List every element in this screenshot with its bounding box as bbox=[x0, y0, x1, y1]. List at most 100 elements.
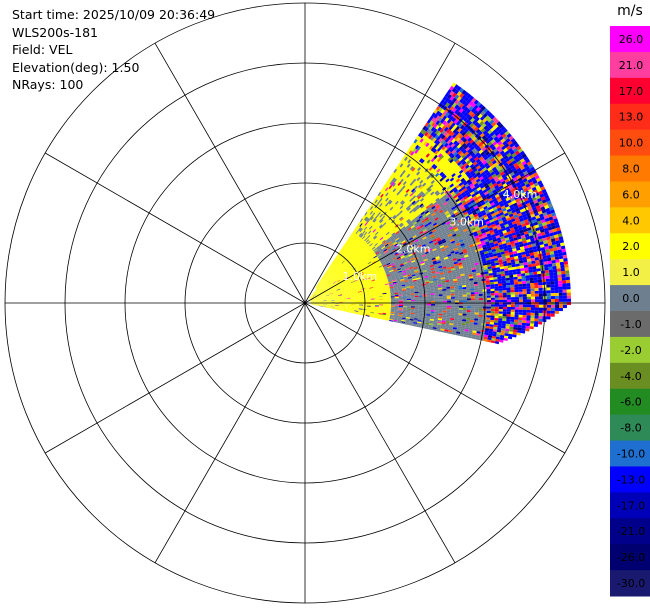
velocity-gate bbox=[353, 276, 358, 280]
velocity-gate bbox=[430, 243, 435, 247]
velocity-gate bbox=[334, 298, 339, 300]
velocity-gate bbox=[448, 257, 453, 261]
velocity-gate bbox=[547, 239, 552, 244]
velocity-gate bbox=[440, 134, 446, 140]
velocity-gate bbox=[386, 263, 391, 267]
velocity-gate bbox=[397, 287, 402, 290]
velocity-gate bbox=[503, 221, 509, 226]
velocity-gate bbox=[434, 243, 439, 247]
start-time-label: Start time: 2025/10/09 20:36:49 bbox=[12, 7, 216, 22]
velocity-gate bbox=[530, 184, 536, 189]
velocity-gate bbox=[404, 187, 409, 192]
velocity-gate bbox=[387, 233, 392, 238]
velocity-gate bbox=[535, 259, 540, 264]
velocity-gate bbox=[347, 239, 351, 244]
velocity-gate bbox=[447, 233, 453, 237]
velocity-gate bbox=[350, 241, 354, 246]
velocity-gate bbox=[377, 211, 381, 216]
velocity-gate bbox=[437, 222, 442, 226]
velocity-gate bbox=[370, 251, 375, 255]
velocity-gate bbox=[410, 271, 415, 275]
velocity-gate bbox=[527, 229, 533, 234]
velocity-gate bbox=[462, 290, 467, 293]
velocity-gate bbox=[394, 200, 399, 205]
velocity-gate bbox=[326, 273, 329, 277]
velocity-gate bbox=[488, 270, 493, 274]
velocity-gate bbox=[334, 264, 338, 268]
velocity-gate bbox=[319, 278, 323, 282]
velocity-gate bbox=[364, 263, 369, 267]
velocity-gate bbox=[389, 270, 394, 274]
velocity-gate bbox=[316, 286, 320, 290]
velocity-gate bbox=[523, 187, 529, 193]
velocity-gate bbox=[346, 281, 351, 284]
velocity-gate bbox=[374, 209, 378, 214]
velocity-gate bbox=[383, 235, 388, 239]
velocity-gate bbox=[490, 221, 496, 226]
velocity-gate bbox=[491, 234, 496, 238]
velocity-gate bbox=[506, 159, 512, 165]
velocity-gate bbox=[316, 292, 320, 295]
velocity-gate bbox=[322, 301, 327, 302]
velocity-gate bbox=[429, 281, 434, 284]
velocity-gate bbox=[457, 283, 462, 286]
velocity-gate bbox=[411, 167, 416, 172]
velocity-gate bbox=[378, 293, 383, 295]
velocity-gate bbox=[539, 193, 545, 198]
velocity-gate bbox=[397, 257, 402, 261]
velocity-gate bbox=[376, 246, 381, 250]
velocity-gate bbox=[396, 196, 401, 201]
velocity-gate bbox=[390, 274, 395, 277]
velocity-gate bbox=[419, 191, 424, 196]
velocity-gate bbox=[422, 188, 427, 193]
velocity-gate bbox=[421, 139, 426, 145]
velocity-gate bbox=[417, 213, 422, 218]
velocity-gate bbox=[513, 214, 519, 219]
velocity-gate bbox=[392, 193, 397, 198]
velocity-gate bbox=[471, 172, 476, 177]
velocity-gate bbox=[469, 170, 475, 175]
velocity-gate bbox=[543, 261, 548, 265]
velocity-gate bbox=[436, 199, 441, 204]
velocity-gate bbox=[459, 98, 465, 104]
velocity-gate bbox=[453, 284, 459, 287]
velocity-gate bbox=[435, 245, 440, 249]
velocity-gate bbox=[326, 286, 330, 289]
velocity-gate bbox=[535, 205, 541, 210]
velocity-gate bbox=[506, 287, 511, 291]
velocity-gate bbox=[334, 284, 339, 287]
velocity-gate bbox=[338, 298, 343, 300]
velocity-gate bbox=[347, 255, 351, 259]
velocity-gate bbox=[412, 178, 417, 183]
velocity-gate bbox=[492, 189, 497, 194]
velocity-gate bbox=[498, 261, 504, 265]
velocity-gate bbox=[345, 280, 350, 283]
velocity-gate bbox=[428, 260, 433, 263]
velocity-gate bbox=[377, 234, 382, 238]
velocity-gate bbox=[450, 185, 456, 190]
velocity-gate bbox=[458, 196, 464, 201]
velocity-gate bbox=[407, 184, 412, 189]
velocity-gate bbox=[385, 285, 390, 288]
velocity-gate bbox=[345, 292, 350, 294]
velocity-gate bbox=[331, 279, 336, 283]
velocity-gate bbox=[344, 270, 349, 273]
velocity-gate bbox=[491, 263, 496, 267]
velocity-gate bbox=[317, 282, 321, 286]
velocity-gate bbox=[437, 142, 443, 148]
velocity-gate bbox=[533, 277, 538, 281]
velocity-gate bbox=[316, 292, 320, 295]
velocity-gate bbox=[315, 290, 319, 294]
velocity-gate bbox=[381, 189, 385, 194]
velocity-gate bbox=[324, 283, 328, 287]
velocity-gate bbox=[398, 293, 403, 295]
velocity-gate bbox=[468, 242, 473, 246]
velocity-gate bbox=[331, 279, 335, 282]
velocity-gate bbox=[422, 125, 427, 131]
velocity-gate bbox=[324, 282, 328, 286]
velocity-gate bbox=[311, 292, 315, 296]
velocity-gate bbox=[387, 204, 392, 209]
velocity-gate bbox=[369, 206, 374, 210]
velocity-gate bbox=[338, 299, 343, 301]
velocity-gate bbox=[332, 288, 337, 291]
